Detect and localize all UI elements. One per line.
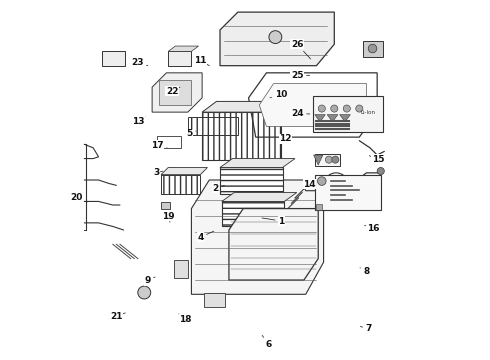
Bar [159, 80, 192, 105]
Text: 9: 9 [144, 276, 155, 285]
Bar [102, 51, 125, 66]
Circle shape [356, 105, 363, 112]
Polygon shape [222, 193, 297, 202]
Bar [168, 51, 192, 66]
Text: 24: 24 [291, 109, 310, 118]
Circle shape [331, 105, 338, 112]
Circle shape [343, 105, 350, 112]
Text: 25: 25 [291, 71, 310, 80]
Text: 21: 21 [110, 312, 125, 321]
Text: 13: 13 [132, 116, 145, 126]
Text: 11: 11 [194, 56, 209, 66]
Bar [173, 260, 188, 278]
Polygon shape [220, 158, 295, 167]
Text: 4: 4 [197, 231, 214, 242]
Text: 15: 15 [369, 155, 384, 164]
Circle shape [377, 167, 384, 175]
Polygon shape [152, 73, 202, 112]
Bar [313, 96, 383, 132]
Text: 6: 6 [262, 336, 272, 349]
Polygon shape [340, 114, 350, 122]
Text: 22: 22 [166, 87, 180, 96]
Text: 2: 2 [213, 184, 224, 193]
Text: 14: 14 [303, 180, 316, 189]
Bar [317, 204, 322, 210]
Bar [220, 167, 283, 194]
Text: 20: 20 [70, 193, 87, 202]
Bar [202, 112, 281, 160]
Bar [315, 175, 381, 210]
Polygon shape [202, 102, 295, 112]
Polygon shape [259, 84, 367, 126]
Polygon shape [327, 114, 338, 122]
Polygon shape [161, 167, 207, 175]
Bar [188, 117, 238, 135]
Bar [204, 293, 225, 307]
Bar [157, 136, 181, 148]
Text: 8: 8 [360, 267, 369, 276]
Text: 26: 26 [291, 40, 311, 59]
Circle shape [269, 31, 282, 44]
Polygon shape [220, 12, 334, 66]
Circle shape [368, 44, 377, 53]
Bar [315, 154, 340, 166]
Text: 1: 1 [262, 217, 285, 226]
Circle shape [138, 286, 151, 299]
Circle shape [325, 156, 333, 163]
Bar [222, 202, 284, 226]
Text: 3: 3 [154, 168, 163, 177]
Text: 18: 18 [179, 314, 192, 324]
Text: 12: 12 [279, 134, 292, 143]
Text: Li-Ion: Li-Ion [361, 110, 376, 115]
Circle shape [332, 156, 339, 163]
Bar [161, 202, 170, 208]
Polygon shape [192, 180, 323, 294]
Text: 17: 17 [151, 141, 167, 150]
Circle shape [318, 177, 326, 185]
Bar [363, 41, 383, 57]
Polygon shape [315, 114, 325, 122]
Circle shape [318, 105, 325, 112]
Text: 5: 5 [187, 129, 196, 138]
Polygon shape [168, 46, 198, 51]
Polygon shape [229, 208, 318, 280]
Text: 10: 10 [270, 90, 287, 99]
Text: 19: 19 [162, 212, 174, 222]
Polygon shape [314, 155, 323, 165]
Text: 7: 7 [360, 324, 372, 333]
Text: 16: 16 [365, 224, 379, 233]
Text: 23: 23 [131, 58, 148, 67]
Bar [161, 175, 200, 194]
